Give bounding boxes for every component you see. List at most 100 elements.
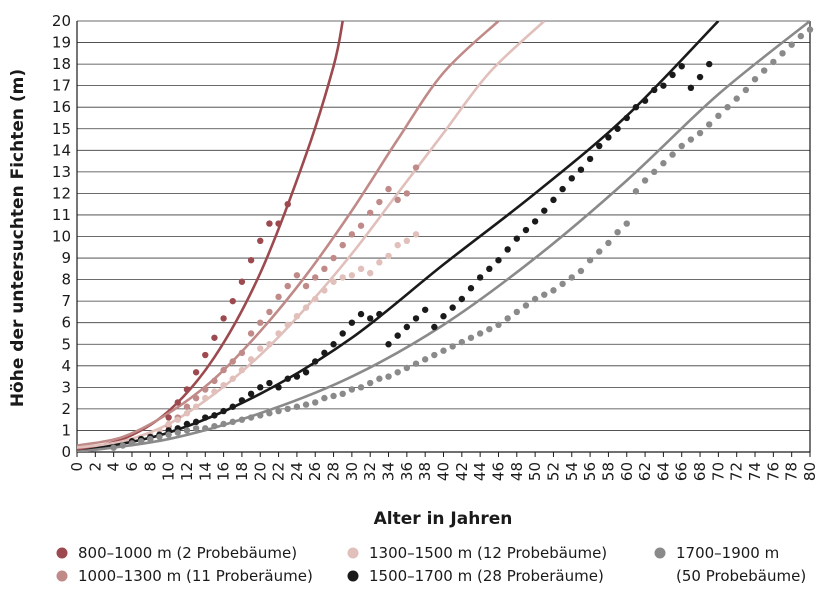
x-tick-label: 42 xyxy=(453,462,471,481)
data-point-series-3 xyxy=(202,394,209,402)
data-point-series-4 xyxy=(266,379,273,387)
data-point-series-5 xyxy=(751,75,759,83)
data-point-series-5 xyxy=(504,315,511,322)
data-point-series-2 xyxy=(367,209,374,216)
legend-marker-4 xyxy=(347,570,359,582)
data-point-series-4 xyxy=(486,265,493,273)
data-point-series-4 xyxy=(660,82,667,89)
data-point-series-2 xyxy=(275,293,282,301)
data-point-series-5 xyxy=(421,356,429,363)
data-point-series-5 xyxy=(367,379,374,387)
data-point-series-3 xyxy=(238,366,246,374)
data-point-series-5 xyxy=(128,440,136,447)
y-tick-label: 1 xyxy=(61,421,71,439)
data-point-series-4 xyxy=(678,63,685,70)
data-point-series-5 xyxy=(486,325,493,333)
data-point-series-3 xyxy=(312,295,319,303)
data-point-series-5 xyxy=(715,112,722,120)
data-point-series-4 xyxy=(284,375,291,382)
x-tick-label: 26 xyxy=(306,462,324,481)
data-point-series-5 xyxy=(247,414,255,421)
y-axis-title: Höhe der untersuchten Fichten (m) xyxy=(8,69,28,407)
data-point-series-2 xyxy=(183,403,191,410)
data-point-series-4 xyxy=(357,310,365,318)
data-point-series-1 xyxy=(165,414,172,421)
data-point-series-5 xyxy=(541,291,548,298)
data-point-series-5 xyxy=(174,429,181,436)
data-point-series-1 xyxy=(183,386,191,393)
data-point-series-1 xyxy=(275,220,282,227)
x-tick-label: 24 xyxy=(288,462,306,481)
data-point-series-4 xyxy=(605,134,612,141)
data-point-series-5 xyxy=(687,136,695,143)
data-point-series-5 xyxy=(559,280,566,288)
data-point-series-4 xyxy=(220,407,227,415)
series-curve-2 xyxy=(77,21,500,447)
data-point-series-5 xyxy=(385,373,392,380)
x-tick-label: 20 xyxy=(251,462,269,481)
data-point-series-4 xyxy=(568,175,575,182)
data-point-series-5 xyxy=(202,425,209,432)
data-point-series-3 xyxy=(321,287,328,294)
data-point-series-4 xyxy=(586,155,594,163)
data-point-series-5 xyxy=(733,95,740,102)
x-tick-label: 34 xyxy=(380,462,398,481)
data-point-series-4 xyxy=(238,397,246,404)
data-point-series-2 xyxy=(385,185,392,193)
data-point-series-5 xyxy=(632,188,640,195)
data-point-series-5 xyxy=(275,407,282,415)
x-axis-title: Alter in Jahren xyxy=(374,509,513,529)
data-point-series-4 xyxy=(247,390,255,398)
data-point-series-5 xyxy=(339,390,346,398)
data-point-series-4 xyxy=(623,114,630,122)
x-tick-label: 18 xyxy=(233,462,251,481)
data-point-series-5 xyxy=(651,168,658,176)
legend: 800–1000 m (2 Probebäume) 1000–1300 m (11… xyxy=(56,544,806,585)
data-point-series-2 xyxy=(321,265,328,273)
legend-label-2: 1000–1300 m (11 Proberäume) xyxy=(78,567,313,585)
y-tick-label: 4 xyxy=(61,357,71,375)
data-point-series-4 xyxy=(440,313,447,320)
x-tick-label: 40 xyxy=(435,462,453,481)
y-tick-label: 19 xyxy=(52,34,71,52)
data-point-series-3 xyxy=(174,416,181,423)
data-point-series-4 xyxy=(687,84,695,92)
data-point-series-4 xyxy=(531,218,539,225)
legend-label-3: 1300–1500 m (12 Probebäume) xyxy=(369,544,607,562)
x-tick-label: 70 xyxy=(709,462,727,481)
data-point-series-4 xyxy=(669,71,676,79)
data-point-series-5 xyxy=(266,410,273,417)
y-tick-label: 9 xyxy=(61,249,71,267)
data-point-series-1 xyxy=(284,200,291,208)
data-point-series-5 xyxy=(614,228,621,236)
data-point-series-3 xyxy=(376,259,383,266)
data-point-series-4 xyxy=(367,315,374,322)
data-point-series-4 xyxy=(385,341,392,348)
x-tick-label: 74 xyxy=(746,462,764,481)
x-tick-label: 12 xyxy=(178,462,196,481)
data-point-series-4 xyxy=(522,226,530,234)
x-tick-label: 60 xyxy=(618,462,636,481)
data-point-series-5 xyxy=(257,412,264,419)
data-point-series-5 xyxy=(412,360,420,367)
data-point-series-5 xyxy=(302,401,310,408)
data-point-series-4 xyxy=(321,349,328,357)
data-point-series-4 xyxy=(641,97,649,104)
data-point-series-3 xyxy=(339,274,346,281)
legend-marker-1 xyxy=(56,547,68,559)
data-point-series-2 xyxy=(202,386,209,393)
legend-marker-2 xyxy=(56,570,68,582)
legend-marker-3 xyxy=(347,547,359,559)
data-point-series-1 xyxy=(174,399,181,406)
x-tick-label: 52 xyxy=(544,462,562,481)
x-tick-label: 38 xyxy=(416,462,434,481)
data-point-series-5 xyxy=(788,41,795,48)
data-point-series-2 xyxy=(339,241,346,249)
y-tick-label: 8 xyxy=(61,271,71,289)
data-point-series-4 xyxy=(330,341,337,348)
data-point-series-1 xyxy=(192,369,200,376)
x-tick-label: 30 xyxy=(343,462,361,481)
data-point-series-4 xyxy=(504,246,511,253)
x-tick-label: 10 xyxy=(160,462,178,481)
data-point-series-4 xyxy=(348,319,356,326)
